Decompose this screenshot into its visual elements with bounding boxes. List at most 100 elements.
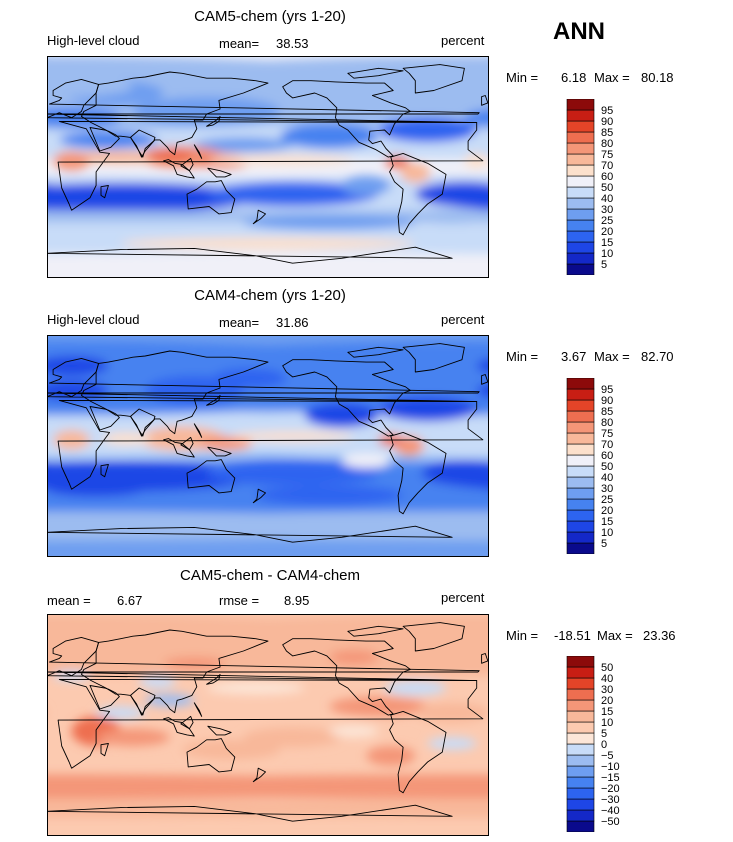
colorbar-box xyxy=(566,476,595,489)
colorbar-tick-label: 50 xyxy=(601,662,613,674)
panel3-units: percent xyxy=(441,590,485,605)
coastline xyxy=(193,702,203,717)
coastline xyxy=(389,710,447,794)
colorbar-box xyxy=(566,131,595,144)
colorbar-box xyxy=(566,454,595,467)
coastline xyxy=(47,78,480,124)
coastline xyxy=(47,246,453,278)
colorbar-tick-label: 5 xyxy=(601,728,607,740)
field-contour xyxy=(47,183,72,205)
coastline xyxy=(347,67,404,79)
coastline xyxy=(130,129,156,158)
field-contour xyxy=(384,155,410,169)
colorbar-box xyxy=(566,754,595,767)
colorbar-tick-label: −5 xyxy=(601,750,614,762)
colorbar-box xyxy=(566,656,595,668)
panel1-map xyxy=(47,56,489,278)
colorbar-box xyxy=(566,820,595,832)
field-contour xyxy=(59,131,158,149)
panel3-title: CAM5-chem - CAM4-chem xyxy=(179,567,361,584)
field-contour xyxy=(415,208,489,224)
coastline xyxy=(282,80,411,158)
panel2-map xyxy=(47,335,489,557)
coastline xyxy=(57,678,484,769)
colorbar-box xyxy=(566,208,595,221)
colorbar-tick-label: −30 xyxy=(601,794,620,806)
coastline xyxy=(163,438,195,458)
colorbar-box xyxy=(566,432,595,445)
field-contour xyxy=(206,154,354,165)
coastline xyxy=(206,673,221,685)
colorbar-box xyxy=(566,498,595,511)
coastline xyxy=(100,185,109,199)
field-contour xyxy=(163,657,226,670)
colorbar-box xyxy=(566,542,595,554)
coastline xyxy=(252,767,266,783)
colorbar-box xyxy=(566,798,595,811)
panel1-max-value: 80.18 xyxy=(641,70,674,85)
field-contour xyxy=(243,215,416,230)
field-contour xyxy=(194,137,293,153)
field-contour xyxy=(47,614,489,676)
panel3-mean-value: 6.67 xyxy=(117,593,143,608)
coastline xyxy=(130,408,156,437)
colorbar-box xyxy=(566,153,595,166)
field-contour xyxy=(198,436,253,451)
coastline xyxy=(47,525,453,557)
coastline xyxy=(47,804,453,836)
field-contour xyxy=(47,183,256,213)
colorbar-box xyxy=(566,699,595,712)
colorbar-box xyxy=(566,378,595,390)
field-contour xyxy=(366,745,416,766)
coastline xyxy=(180,436,194,451)
coastline xyxy=(89,127,120,152)
panel1-min-label: Min = xyxy=(506,70,539,85)
colorbar-tick-label: 40 xyxy=(601,472,613,484)
coastline xyxy=(282,638,411,716)
coastline xyxy=(347,346,404,358)
colorbar-tick-label: 40 xyxy=(601,193,613,205)
colorbar-tick-label: 60 xyxy=(601,171,613,183)
colorbar-tick-label: 60 xyxy=(601,450,613,462)
panel1-units: percent xyxy=(441,33,485,48)
coastline xyxy=(89,406,120,431)
coastline xyxy=(207,725,232,736)
field-contour xyxy=(243,727,342,748)
coastline xyxy=(47,357,480,403)
colorbar-tick-label: 90 xyxy=(601,116,613,128)
field-contour xyxy=(464,109,489,127)
coastline xyxy=(186,738,236,773)
coastline xyxy=(481,653,489,664)
field-contour xyxy=(452,77,489,96)
panel2-units: percent xyxy=(441,312,485,327)
coastline xyxy=(193,144,203,159)
colorbar-box xyxy=(566,388,595,401)
colorbar-box xyxy=(566,230,595,243)
colorbar-tick-label: 15 xyxy=(601,706,613,718)
field-contour xyxy=(47,800,489,818)
field-contour xyxy=(53,150,90,171)
colorbar-box xyxy=(566,688,595,701)
field-contour xyxy=(206,460,379,486)
field-contour xyxy=(206,681,305,695)
colorbar-box xyxy=(566,186,595,199)
colorbar-box xyxy=(566,531,595,544)
coastline xyxy=(100,464,109,478)
coastline xyxy=(186,180,236,215)
colorbar-box xyxy=(566,443,595,456)
colorbar-box xyxy=(566,710,595,723)
colorbar-tick-label: 20 xyxy=(601,226,613,238)
coastline xyxy=(206,394,221,406)
colorbar-box xyxy=(566,252,595,265)
field-contour xyxy=(47,355,109,376)
colorbar-tick-label: 85 xyxy=(601,127,613,139)
coastline xyxy=(193,423,203,438)
season-label: ANN xyxy=(553,18,605,45)
colorbar-box xyxy=(566,99,595,111)
colorbar-box xyxy=(566,219,595,232)
field-contour xyxy=(341,175,391,196)
colorbar-box xyxy=(566,197,595,210)
colorbar-box xyxy=(566,765,595,778)
colorbar-tick-label: 25 xyxy=(601,215,613,227)
coastline xyxy=(180,715,194,730)
